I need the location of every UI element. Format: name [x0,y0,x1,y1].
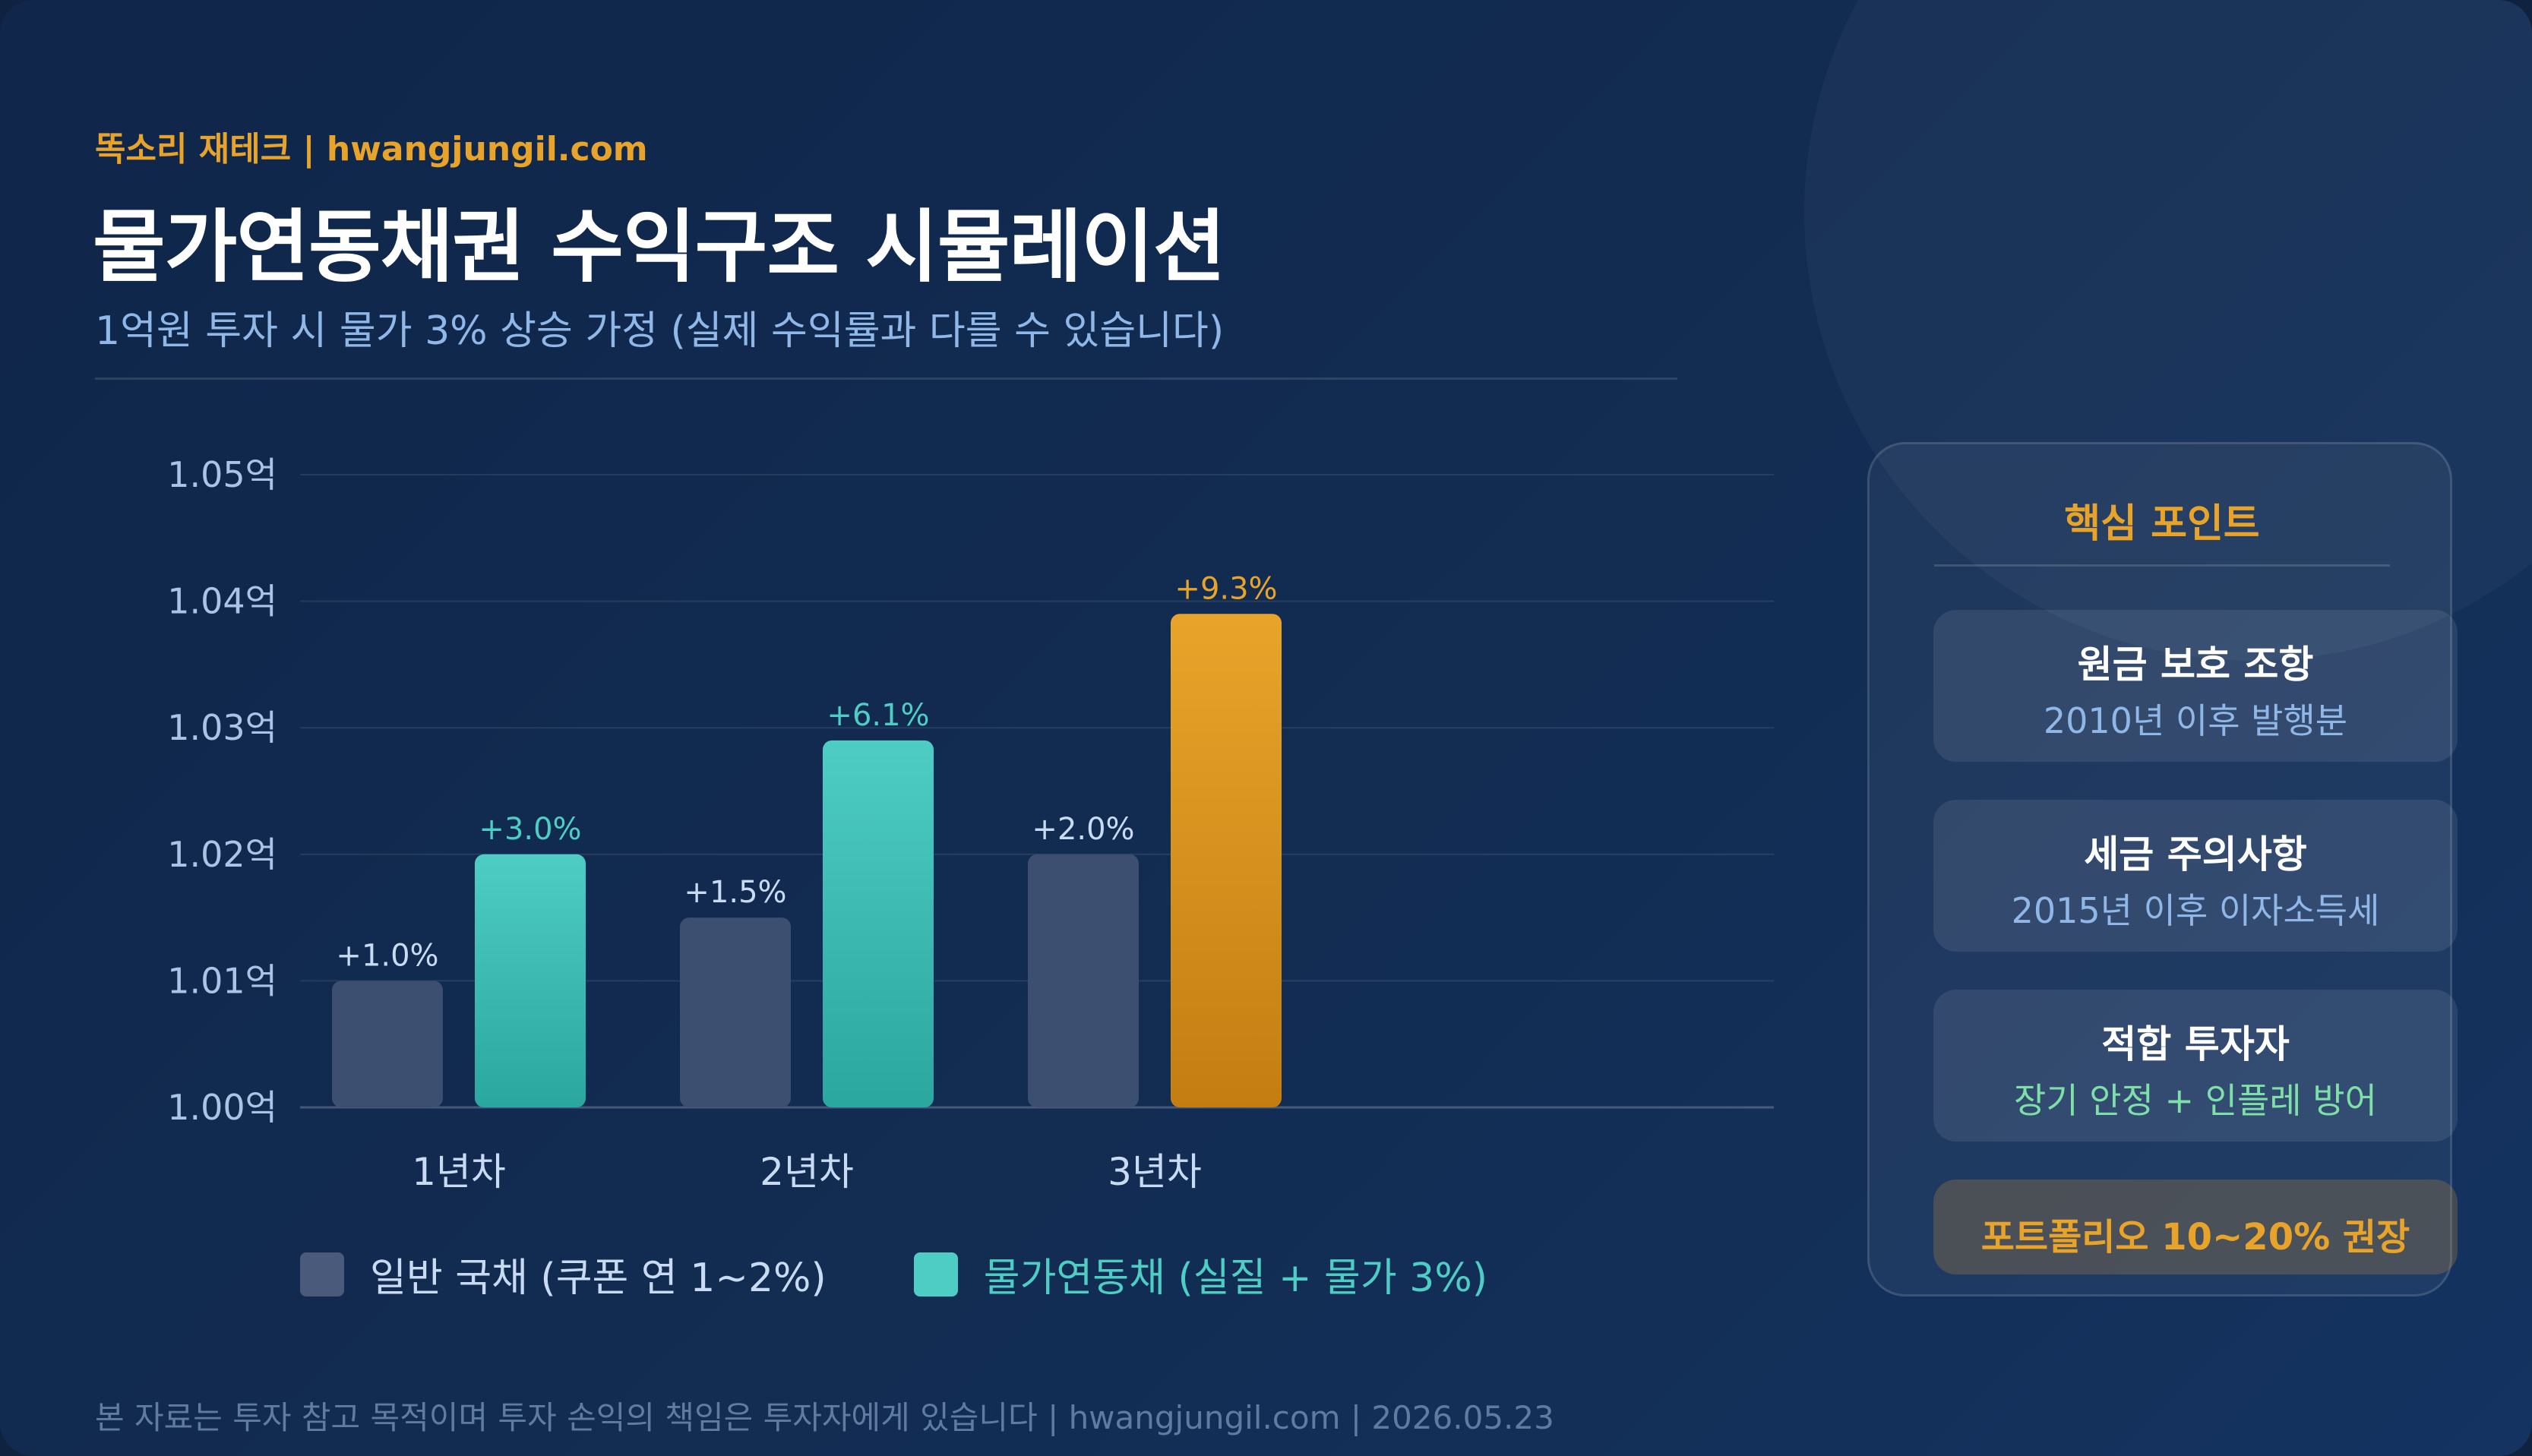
bar-inflation-bond [1171,614,1282,1107]
legend-swatch-inflation [913,1252,958,1297]
bar-regular-bond [680,918,791,1107]
brand-label: 똑소리 재테크 | hwangjungil.com [95,130,648,169]
panel-title: 핵심 포인트 [2064,501,2260,547]
y-tick-label: 1.04억 [167,581,277,622]
info-card-title: 적합 투자자 [2101,1022,2290,1066]
info-card-investor: 적합 투자자 장기 안정 + 인플레 방어 [1933,990,2458,1142]
page-title: 물가연동채권 수익구조 시뮬레이션 [93,201,1226,293]
x-tick-label: 2년차 [760,1150,854,1194]
legend-label-inflation: 물가연동채 (실질 + 물가 3%) [983,1255,1488,1301]
info-card-detail: 장기 안정 + 인플레 방어 [2014,1080,2377,1121]
bar-value-label: +2.0% [1032,812,1134,847]
info-card-detail: 2015년 이후 이자소득세 [2011,890,2380,931]
bar-regular-bond [332,981,443,1107]
footer-disclaimer: 본 자료는 투자 참고 목적이며 투자 손익의 책임은 투자자에게 있습니다 |… [95,1399,1554,1436]
info-card-title: 세금 주의사항 [2084,832,2307,876]
y-tick-label: 1.02억 [167,834,277,875]
bar-value-label: +1.0% [336,938,438,973]
y-tick-label: 1.00억 [167,1087,277,1128]
info-card-detail: 2010년 이후 발행분 [2043,700,2348,741]
legend-item-regular-bond: 일반 국채 (쿠폰 연 1~2%) [300,1246,827,1303]
panel-divider [1934,564,2390,567]
header-divider [95,377,1677,380]
bar-value-label: +1.5% [684,875,786,910]
bar-inflation-bond [823,740,934,1107]
recommendation-text: 포트폴리오 10~20% 권장 [1980,1216,2410,1259]
key-points-panel: 핵심 포인트 원금 보호 조항 2010년 이후 발행분 세금 주의사항 201… [1867,442,2458,1297]
x-tick-label: 3년차 [1108,1150,1202,1194]
y-tick-label: 1.05억 [167,454,277,495]
bar-value-label: +9.3% [1174,571,1277,606]
legend-item-inflation-bond: 물가연동채 (실질 + 물가 3%) [913,1246,1488,1303]
bar-inflation-bond [475,854,586,1107]
y-tick-label: 1.01억 [167,960,277,1001]
bar-regular-bond [1028,854,1139,1107]
chart-legend: 일반 국채 (쿠폰 연 1~2%) 물가연동채 (실질 + 물가 3%) [300,1246,1575,1303]
legend-label-regular: 일반 국채 (쿠폰 연 1~2%) [370,1255,827,1301]
info-card-tax: 세금 주의사항 2015년 이후 이자소득세 [1933,800,2458,952]
y-tick-label: 1.03억 [167,707,277,748]
x-tick-label: 1년차 [412,1150,506,1194]
info-card-title: 원금 보호 조항 [2077,643,2314,687]
recommendation-badge: 포트폴리오 10~20% 권장 [1933,1180,2458,1274]
bar-value-label: +3.0% [479,812,581,847]
bar-value-label: +6.1% [827,698,929,733]
page-subtitle: 1억원 투자 시 물가 3% 상승 가정 (실제 수익률과 다를 수 있습니다) [95,308,1225,354]
info-card-principal: 원금 보호 조항 2010년 이후 발행분 [1933,610,2458,762]
legend-swatch-regular [300,1252,344,1297]
